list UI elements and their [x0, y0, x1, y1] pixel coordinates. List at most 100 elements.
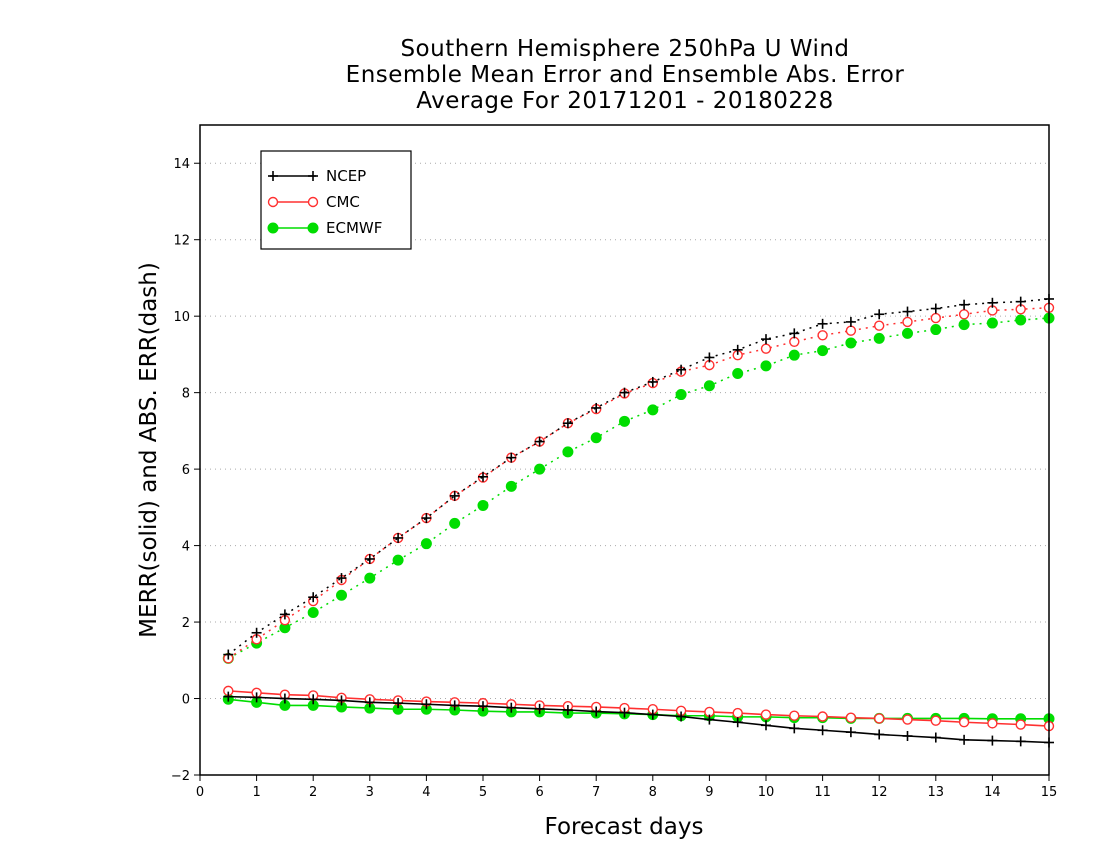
data-point [1015, 736, 1026, 747]
data-point [393, 532, 404, 543]
data-point [845, 727, 856, 738]
data-point [336, 695, 347, 706]
x-tick-label: 2 [309, 785, 317, 800]
chart-title: Southern Hemisphere 250hPa U Wind Ensemb… [200, 36, 1050, 114]
y-tick-label: −2 [171, 769, 190, 784]
y-tick-label: 6 [182, 463, 190, 478]
title-line-3: Average For 20171201 - 20180228 [416, 88, 834, 114]
data-point [987, 735, 998, 746]
data-point [732, 717, 743, 728]
data-point [267, 196, 279, 208]
data-point [393, 698, 404, 709]
data-point [930, 715, 941, 726]
data-point [760, 709, 772, 720]
data-point [845, 712, 857, 723]
y-tick-label: 10 [173, 310, 190, 325]
data-point [420, 538, 432, 550]
data-point [619, 387, 630, 398]
abs-error-line [227, 317, 1050, 660]
legend-label: NCEP [326, 167, 366, 185]
data-point [845, 325, 857, 336]
x-tick-label: 5 [479, 785, 487, 800]
data-point [506, 702, 517, 713]
series-layer [222, 293, 1055, 748]
data-point [760, 360, 772, 372]
data-point [251, 692, 262, 703]
data-point [760, 343, 772, 354]
data-point [761, 334, 771, 345]
data-point [590, 432, 602, 444]
plot-frame [199, 124, 1050, 776]
data-point [308, 171, 318, 181]
data-point [874, 309, 885, 320]
data-point [421, 513, 432, 524]
x-axis-label: Forecast days [545, 814, 704, 840]
x-tick-label: 0 [196, 785, 204, 800]
data-point [1015, 314, 1027, 326]
legend-box [260, 150, 412, 250]
data-point [307, 196, 319, 208]
data-point [647, 709, 658, 720]
data-point [789, 710, 800, 721]
data-point [732, 368, 744, 380]
legend: NCEP CMC ECMWF [260, 150, 412, 250]
data-point [902, 731, 913, 741]
data-point [534, 463, 546, 475]
data-point [478, 701, 488, 712]
legend-entry-ecmwf: ECMWF [267, 219, 382, 237]
series-ecmwf [222, 312, 1055, 725]
data-point [930, 732, 941, 743]
data-point [505, 480, 517, 492]
data-point [336, 589, 347, 601]
data-point [789, 328, 800, 339]
data-point [268, 171, 278, 181]
data-point [223, 649, 234, 660]
data-point [562, 418, 573, 429]
data-point [703, 380, 715, 392]
data-point [591, 402, 602, 413]
data-point [902, 316, 913, 328]
y-tick-label: 2 [182, 616, 190, 631]
data-point [1015, 296, 1026, 307]
data-point [562, 446, 574, 458]
data-point [959, 299, 970, 310]
data-point [308, 592, 319, 603]
data-point [308, 694, 319, 705]
data-point [789, 723, 800, 734]
x-tick-label: 13 [928, 785, 945, 800]
data-point [392, 554, 404, 566]
data-point [591, 706, 602, 717]
title-line-1: Southern Hemisphere 250hPa U Wind [400, 36, 850, 62]
data-point [958, 319, 970, 331]
title-line-2: Ensemble Mean Error and Ensemble Abs. Er… [345, 62, 905, 88]
legend-entry-ncep: NCEP [268, 167, 366, 185]
y-tick-label: 14 [173, 157, 190, 172]
data-point [732, 344, 743, 355]
y-tick-label: 12 [173, 234, 190, 249]
data-point [534, 703, 545, 714]
data-point [364, 553, 375, 564]
data-point [449, 700, 460, 711]
data-point [958, 309, 970, 320]
data-point [534, 436, 545, 447]
abs-error-line [227, 298, 1050, 656]
data-point [619, 707, 630, 718]
legend-label: ECMWF [326, 219, 382, 237]
x-tick-label: 10 [758, 785, 775, 800]
data-point [449, 490, 460, 501]
legend-label: CMC [326, 193, 360, 211]
x-tick-label: 11 [814, 785, 831, 800]
data-point [817, 711, 828, 722]
x-tick-label: 12 [871, 785, 888, 800]
data-point [902, 714, 913, 725]
x-tick-label: 4 [422, 785, 430, 800]
data-point [930, 312, 941, 324]
data-point [1015, 719, 1026, 730]
data-point [307, 222, 319, 234]
series-cmc [223, 302, 1055, 732]
data-point [267, 222, 279, 234]
data-point [987, 297, 998, 308]
y-axis-label: MERR(solid) and ABS. ERR(dash) [136, 262, 162, 638]
data-point [930, 324, 942, 336]
x-tick-label: 14 [984, 785, 1001, 800]
